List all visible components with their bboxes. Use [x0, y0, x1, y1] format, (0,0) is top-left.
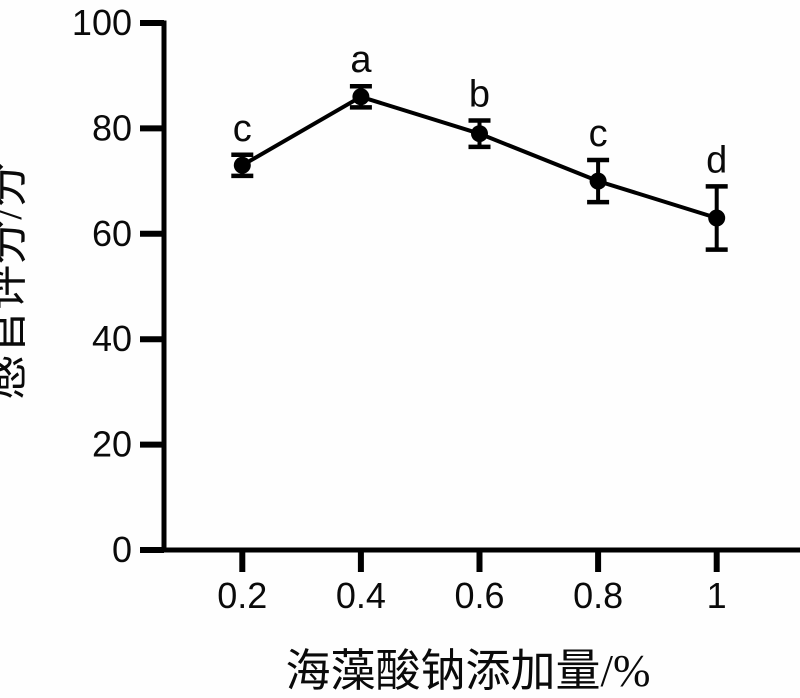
axes-layer: 0 20 40 60 80 100 0.2 0.4 0.6 0.8 1 — [72, 2, 800, 616]
y-tick-label: 60 — [92, 213, 132, 254]
data-point-marker — [708, 209, 726, 227]
x-tick-label: 0.4 — [336, 575, 386, 616]
significance-letter: d — [706, 139, 727, 181]
y-tick-label: 80 — [92, 107, 132, 148]
data-point-marker — [352, 88, 370, 106]
data-point-marker — [233, 156, 251, 174]
significance-letter: b — [469, 73, 490, 115]
data-layer: c a b c d — [231, 39, 728, 252]
y-axis-title: 感官评分/分 — [0, 162, 31, 400]
x-tick-label: 0.8 — [573, 575, 623, 616]
y-tick-label: 100 — [72, 2, 132, 43]
data-point-marker — [471, 125, 488, 143]
x-tick-label: 1 — [707, 575, 727, 616]
significance-letter: a — [350, 39, 372, 81]
x-tick-label: 0.6 — [454, 575, 504, 616]
x-tick-label: 0.2 — [217, 575, 267, 616]
x-axis-title: 海藻酸钠添加量/% — [286, 646, 651, 696]
y-tick-label: 40 — [92, 318, 132, 359]
significance-letter: c — [233, 108, 252, 150]
significance-letter: c — [589, 113, 608, 155]
data-point-marker — [589, 172, 607, 190]
y-tick-label: 20 — [92, 424, 132, 465]
y-tick-label: 0 — [112, 529, 132, 570]
